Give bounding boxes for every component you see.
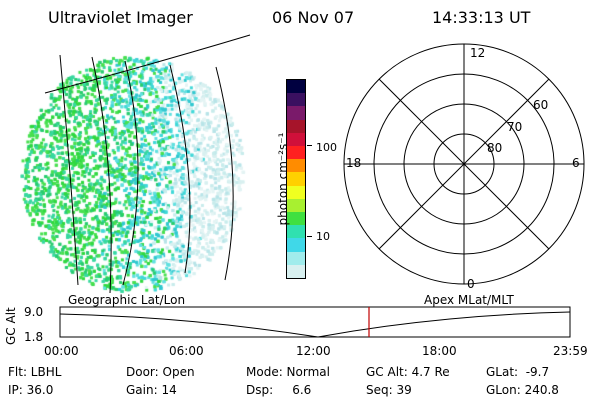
timeline-y-tick-bottom: 1.8 bbox=[24, 330, 44, 344]
time-label: 14:33:13 UT bbox=[432, 8, 531, 27]
geographic-grid-overlay bbox=[44, 34, 251, 294]
info-glat: GLat: -9.7 bbox=[486, 365, 550, 379]
colorbar-tick-10: 10 bbox=[316, 230, 330, 243]
colorbar-tick-mark bbox=[307, 236, 312, 237]
polar-mlat-mlt-plot: 12 18 6 0 60 70 80 bbox=[343, 43, 585, 291]
colorbar-segment bbox=[287, 172, 305, 186]
timeline-right-label: Apex MLat/MLT bbox=[424, 293, 514, 307]
colorbar-tick-100: 100 bbox=[316, 141, 337, 154]
colorbar-segment bbox=[287, 225, 305, 239]
info-gain: Gain: 14 bbox=[126, 383, 177, 397]
date-label: 06 Nov 07 bbox=[272, 8, 355, 27]
colorbar-segment bbox=[287, 264, 305, 278]
info-filter: Flt: LBHL bbox=[8, 365, 62, 379]
colorbar-segment bbox=[287, 212, 305, 226]
lat-label-80: 80 bbox=[487, 141, 502, 155]
info-seq: Seq: 39 bbox=[366, 383, 412, 397]
colorbar-segment bbox=[287, 93, 305, 107]
lat-label-60: 60 bbox=[533, 98, 548, 112]
timeline-x-tick: 06:00 bbox=[169, 344, 204, 358]
info-ip: IP: 36.0 bbox=[8, 383, 54, 397]
colorbar-unit-label: photon cm⁻²s⁻¹ bbox=[276, 132, 290, 226]
mlt-label-18: 18 bbox=[346, 156, 361, 170]
info-glon: GLon: 240.8 bbox=[486, 383, 559, 397]
earth-disk-image bbox=[20, 45, 260, 305]
colorbar-segment bbox=[287, 146, 305, 160]
timeline-x-tick: 23:59 bbox=[553, 344, 588, 358]
timeline-x-tick: 12:00 bbox=[296, 344, 331, 358]
colorbar-segment bbox=[287, 159, 305, 173]
colorbar-segment bbox=[287, 185, 305, 199]
timeline-left-label: Geographic Lat/Lon bbox=[68, 293, 186, 307]
colorbar-segment bbox=[287, 238, 305, 252]
mlt-label-0: 0 bbox=[467, 277, 475, 291]
lat-label-70: 70 bbox=[507, 120, 522, 134]
colorbar-segment bbox=[287, 132, 305, 147]
colorbar-tick-mark bbox=[307, 145, 312, 146]
polar-diagonal-2 bbox=[378, 78, 550, 250]
instrument-title: Ultraviolet Imager bbox=[48, 8, 193, 27]
timeline-x-tick: 18:00 bbox=[422, 344, 457, 358]
colorbar-segment bbox=[287, 119, 305, 133]
timeline-x-tick: 00:00 bbox=[44, 344, 79, 358]
colorbar-segment bbox=[287, 251, 305, 265]
timeline-y-tick-top: 9.0 bbox=[24, 305, 44, 319]
info-mode: Mode: Normal bbox=[246, 365, 330, 379]
colorbar bbox=[286, 79, 306, 279]
altitude-curve bbox=[59, 311, 571, 338]
colorbar-segment bbox=[287, 198, 305, 213]
info-gc-alt: GC Alt: 4.7 Re bbox=[366, 365, 450, 379]
info-door: Door: Open bbox=[126, 365, 195, 379]
info-dsp: Dsp: 6.6 bbox=[246, 383, 312, 397]
colorbar-segment bbox=[287, 80, 305, 94]
orbit-altitude-timeline bbox=[59, 306, 571, 338]
mlt-label-6: 6 bbox=[572, 156, 580, 170]
timeline-y-axis-label: GC Alt bbox=[4, 307, 18, 345]
mlt-label-12: 12 bbox=[470, 46, 485, 60]
colorbar-segment bbox=[287, 106, 305, 120]
